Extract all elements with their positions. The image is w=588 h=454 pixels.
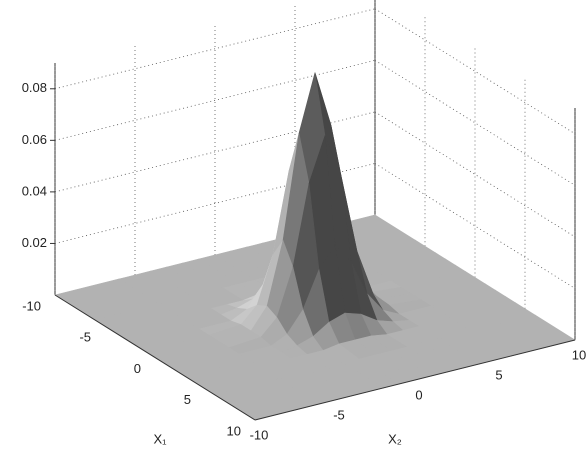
x-tick-label: -10 bbox=[22, 298, 41, 313]
grid-line bbox=[374, 59, 576, 186]
axis-line bbox=[54, 294, 256, 421]
x-tick-label: -5 bbox=[79, 330, 91, 345]
y-tick-label: 10 bbox=[572, 347, 586, 362]
surface bbox=[54, 72, 576, 421]
y-tick-label: 5 bbox=[495, 367, 502, 382]
x-tick-label: 0 bbox=[134, 361, 141, 376]
z-tick-label: 0.02 bbox=[22, 235, 47, 250]
z-tick-label: 0.08 bbox=[22, 80, 47, 95]
y-tick-label: 0 bbox=[415, 387, 422, 402]
x-tick-label: 10 bbox=[227, 423, 241, 438]
grid-line bbox=[374, 111, 576, 238]
grid-line bbox=[54, 8, 376, 90]
grid-line bbox=[54, 163, 376, 244]
axis-line bbox=[254, 339, 576, 421]
z-tick-label: 0.06 bbox=[22, 132, 47, 147]
grid-line bbox=[374, 163, 576, 289]
y-tick-label: -5 bbox=[333, 407, 345, 422]
grid-line bbox=[54, 59, 376, 141]
x-axis-label: X₁ bbox=[153, 431, 167, 446]
walls bbox=[50, 0, 576, 340]
x-tick-label: 5 bbox=[184, 392, 191, 407]
grid-line bbox=[374, 8, 576, 135]
z-tick-label: 0.04 bbox=[22, 183, 47, 198]
labels: X₁ X₂ 0.02 0.04 0.06 0.08 -10 -5 0 5 10 -10 -5 0 5 10 bbox=[22, 80, 587, 446]
y-axis-label: X₂ bbox=[388, 431, 402, 446]
grid-line bbox=[54, 111, 376, 193]
y-tick-label: -10 bbox=[250, 427, 269, 442]
